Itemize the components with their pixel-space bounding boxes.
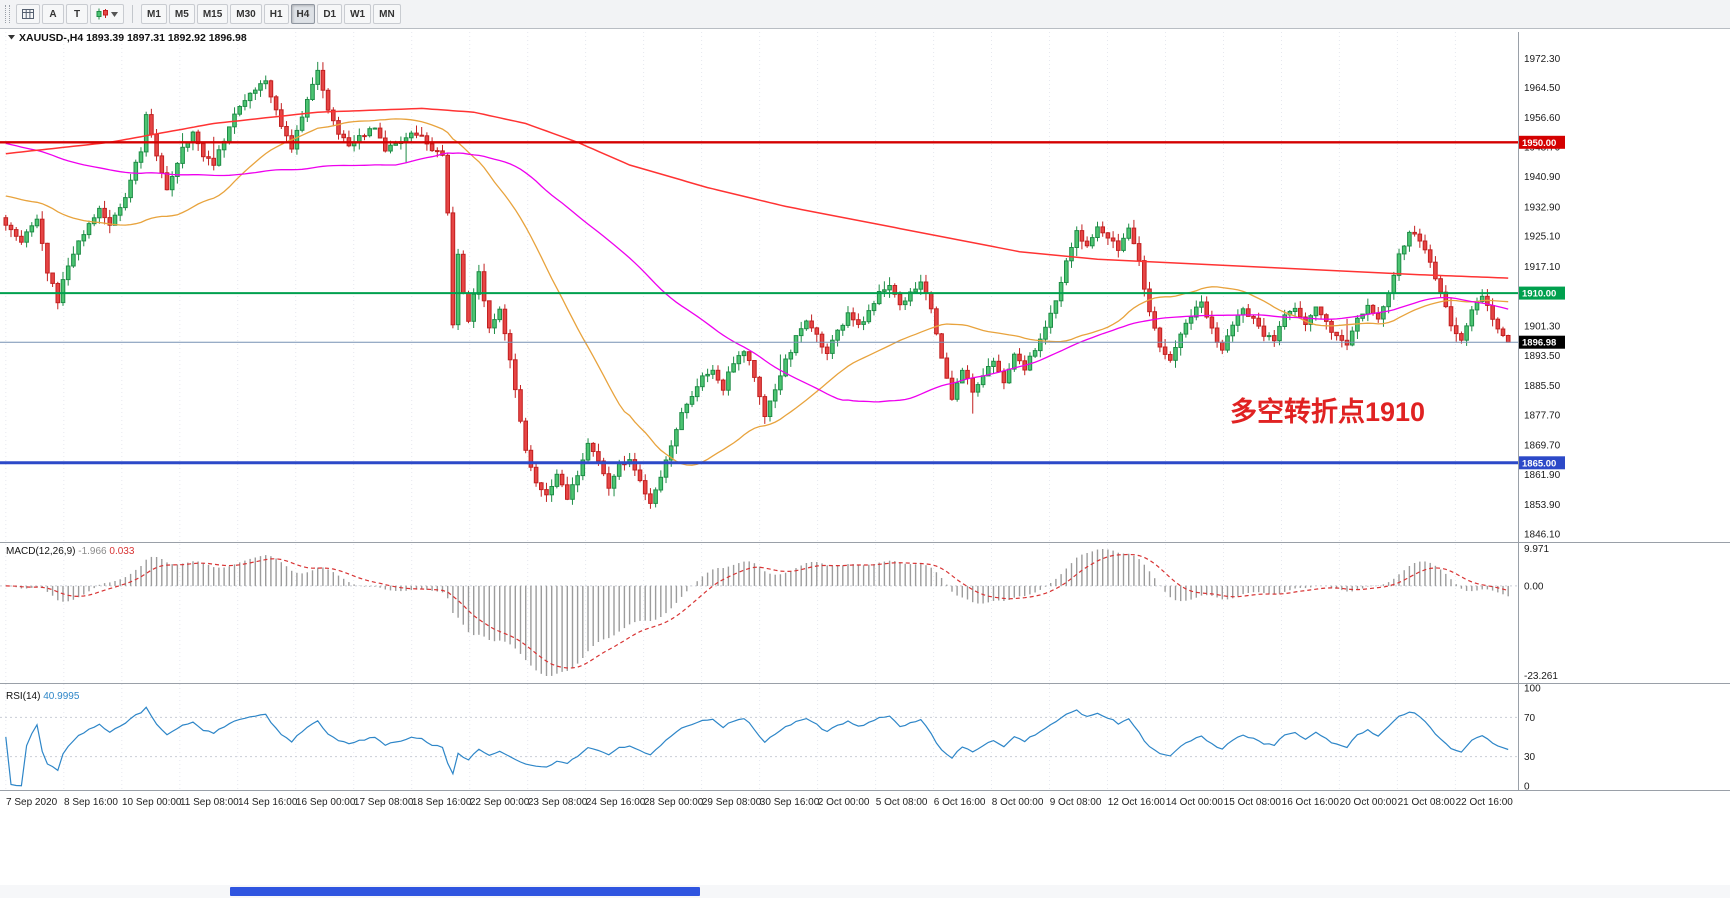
toolbar-drag-handle[interactable] <box>5 5 10 23</box>
svg-text:1865.00: 1865.00 <box>1522 458 1556 469</box>
ma-slow-line[interactable] <box>5 107 1509 279</box>
svg-text:0: 0 <box>1524 782 1530 793</box>
price-badge-1865.00: 1865.00 <box>1519 456 1565 470</box>
svg-text:16 Oct 16:00: 16 Oct 16:00 <box>1282 797 1340 808</box>
toolbar-separator <box>132 5 133 23</box>
svg-text:29 Sep 08:00: 29 Sep 08:00 <box>702 797 762 808</box>
svg-text:28 Sep 00:00: 28 Sep 00:00 <box>644 797 704 808</box>
candle-icon <box>96 8 108 20</box>
svg-text:21 Oct 08:00: 21 Oct 08:00 <box>1398 797 1456 808</box>
svg-text:1940.90: 1940.90 <box>1524 172 1561 183</box>
symbol-ohlc-text: XAUUSD-,H4 1893.39 1897.31 1892.92 1896.… <box>19 32 247 44</box>
chart-header: XAUUSD-,H4 1893.39 1897.31 1892.92 1896.… <box>8 32 247 44</box>
svg-text:16 Sep 00:00: 16 Sep 00:00 <box>296 797 356 808</box>
svg-text:20 Oct 00:00: 20 Oct 00:00 <box>1340 797 1398 808</box>
svg-text:100: 100 <box>1524 684 1541 695</box>
svg-text:30 Sep 16:00: 30 Sep 16:00 <box>760 797 820 808</box>
price-badge-1950.00: 1950.00 <box>1519 135 1565 149</box>
svg-text:11 Sep 08:00: 11 Sep 08:00 <box>180 797 239 808</box>
chevron-down-icon <box>111 11 118 17</box>
macd-histogram <box>10 549 1509 676</box>
svg-text:1893.50: 1893.50 <box>1524 351 1561 362</box>
expand-triangle-icon[interactable] <box>8 35 15 40</box>
timeframe-mn-button[interactable]: MN <box>373 4 401 24</box>
svg-text:23 Sep 08:00: 23 Sep 08:00 <box>528 797 588 808</box>
toolbar: A T M1 M5 M15 M30 H1 H4 D1 W1 MN <box>0 0 1730 29</box>
svg-text:15 Oct 08:00: 15 Oct 08:00 <box>1224 797 1282 808</box>
svg-text:8 Oct 00:00: 8 Oct 00:00 <box>992 797 1044 808</box>
svg-text:30: 30 <box>1524 752 1536 763</box>
timeframe-m15-button[interactable]: M15 <box>196 4 229 24</box>
svg-text:14 Sep 16:00: 14 Sep 16:00 <box>238 797 298 808</box>
price-axis[interactable]: 1972.301964.501956.601948.701940.901932.… <box>1524 54 1561 541</box>
svg-text:1869.70: 1869.70 <box>1524 441 1561 452</box>
price-badge-1910.00: 1910.00 <box>1519 286 1565 300</box>
macd-signal-line[interactable] <box>5 553 1509 669</box>
svg-text:17 Sep 08:00: 17 Sep 08:00 <box>354 797 414 808</box>
svg-text:22 Oct 16:00: 22 Oct 16:00 <box>1456 797 1514 808</box>
svg-text:24 Sep 16:00: 24 Sep 16:00 <box>586 797 646 808</box>
text-tool-button[interactable]: T <box>66 4 88 24</box>
svg-text:1877.70: 1877.70 <box>1524 410 1561 421</box>
svg-text:1910.00: 1910.00 <box>1522 289 1556 300</box>
svg-text:14 Oct 00:00: 14 Oct 00:00 <box>1166 797 1224 808</box>
svg-text:2 Oct 00:00: 2 Oct 00:00 <box>818 797 870 808</box>
horizontal-scrollbar[interactable] <box>0 885 1730 898</box>
timeframe-h1-button[interactable]: H1 <box>263 4 289 24</box>
svg-text:7 Sep 2020: 7 Sep 2020 <box>6 797 58 808</box>
timeframe-w1-button[interactable]: W1 <box>344 4 372 24</box>
scrollbar-thumb[interactable] <box>230 887 700 896</box>
svg-text:9.971: 9.971 <box>1524 544 1549 555</box>
svg-text:1932.90: 1932.90 <box>1524 202 1561 213</box>
svg-text:1896.98: 1896.98 <box>1522 338 1556 349</box>
macd-label: MACD(12,26,9) -1.966 0.033 <box>6 546 135 557</box>
svg-text:18 Sep 16:00: 18 Sep 16:00 <box>412 797 472 808</box>
svg-text:1901.30: 1901.30 <box>1524 321 1561 332</box>
timeframe-h4-button[interactable]: H4 <box>290 4 316 24</box>
svg-text:8 Sep 16:00: 8 Sep 16:00 <box>64 797 118 808</box>
timeframe-d1-button[interactable]: D1 <box>317 4 343 24</box>
svg-text:1861.90: 1861.90 <box>1524 470 1561 481</box>
svg-text:1917.10: 1917.10 <box>1524 262 1561 273</box>
svg-text:1853.90: 1853.90 <box>1524 500 1561 511</box>
rsi-label: RSI(14) 40.9995 <box>6 691 80 702</box>
price-badge-1896.98: 1896.98 <box>1519 335 1565 349</box>
svg-text:70: 70 <box>1524 713 1536 724</box>
grid-icon <box>22 9 34 19</box>
svg-text:22 Sep 00:00: 22 Sep 00:00 <box>470 797 530 808</box>
objects-dropdown-button[interactable] <box>90 4 124 24</box>
annotation-text[interactable]: 多空转折点1910 <box>1230 396 1425 427</box>
timeframe-m1-button[interactable]: M1 <box>141 4 167 24</box>
svg-text:0.00: 0.00 <box>1524 581 1544 592</box>
svg-text:9 Oct 08:00: 9 Oct 08:00 <box>1050 797 1102 808</box>
svg-text:6 Oct 16:00: 6 Oct 16:00 <box>934 797 986 808</box>
candlestick-series <box>3 61 1511 509</box>
svg-text:1956.60: 1956.60 <box>1524 113 1561 124</box>
svg-text:1846.10: 1846.10 <box>1524 530 1561 541</box>
arrow-tool-button[interactable]: A <box>42 4 64 24</box>
svg-text:1950.00: 1950.00 <box>1522 138 1556 149</box>
timeframe-m5-button[interactable]: M5 <box>168 4 195 24</box>
svg-text:12 Oct 16:00: 12 Oct 16:00 <box>1108 797 1166 808</box>
ma-fast-line[interactable] <box>5 118 1509 466</box>
rsi-axis: 100 70 30 0 <box>1524 684 1541 793</box>
svg-text:1885.50: 1885.50 <box>1524 381 1561 392</box>
svg-text:5 Oct 08:00: 5 Oct 08:00 <box>876 797 928 808</box>
svg-text:1972.30: 1972.30 <box>1524 54 1561 65</box>
macd-axis: 9.971 0.00 -23.261 <box>1524 544 1558 682</box>
svg-text:1925.10: 1925.10 <box>1524 232 1561 243</box>
svg-text:10 Sep 00:00: 10 Sep 00:00 <box>122 797 182 808</box>
rsi-line[interactable] <box>5 706 1509 787</box>
svg-text:1964.50: 1964.50 <box>1524 83 1561 94</box>
svg-text:-23.261: -23.261 <box>1524 671 1558 682</box>
ma-mid-line[interactable] <box>5 142 1509 403</box>
chart-window-button[interactable] <box>16 4 40 24</box>
timeframe-m30-button[interactable]: M30 <box>230 4 262 24</box>
